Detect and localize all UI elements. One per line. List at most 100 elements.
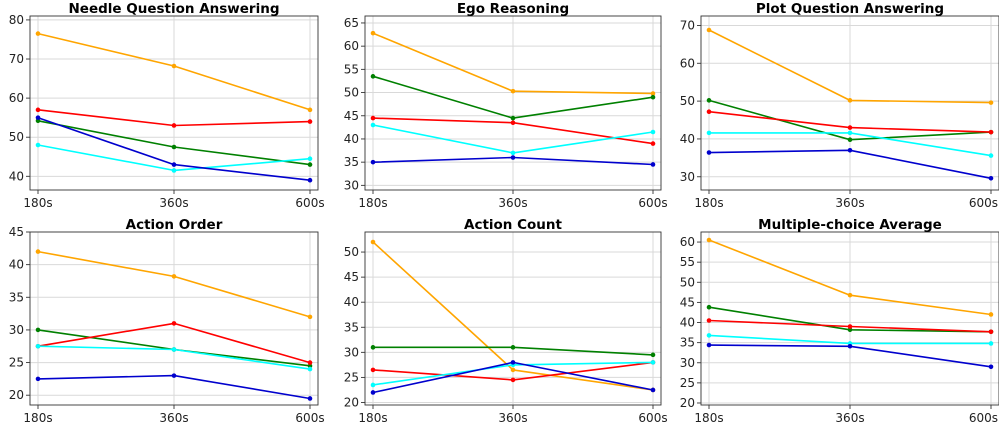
data-point [510, 155, 516, 160]
data-point [171, 321, 177, 326]
data-point [35, 142, 41, 148]
chart-title: Ego Reasoning [457, 1, 569, 17]
y-tick-label: 40 [9, 258, 24, 272]
chart-panel-5: 20 25 30 35 40 45 50 180s 360s 600s Action Count [344, 217, 668, 425]
data-point [35, 327, 41, 333]
y-tick-label: 35 [680, 336, 695, 350]
data-point [706, 98, 712, 103]
data-point [307, 314, 313, 320]
data-point [988, 153, 994, 158]
x-tick-label: 360s [159, 411, 188, 425]
y-tick-label: 30 [680, 356, 695, 370]
data-point [650, 352, 656, 358]
data-point [307, 396, 313, 401]
data-point [650, 141, 656, 146]
chart-title: Multiple-choice Average [758, 217, 942, 233]
x-tick-label: 600s [969, 411, 998, 425]
data-point [510, 367, 516, 373]
y-tick-label: 45 [680, 295, 695, 309]
data-point [706, 237, 712, 243]
data-point [307, 107, 313, 113]
x-tick-label: 360s [835, 196, 864, 210]
y-tick-label: 60 [344, 39, 359, 53]
x-tick-label: 600s [638, 411, 667, 425]
y-tick-label: 80 [9, 13, 24, 27]
y-tick-label: 30 [344, 345, 359, 359]
y-tick-label: 40 [344, 132, 359, 146]
data-point [650, 360, 656, 365]
data-point [370, 159, 376, 165]
y-tick-label: 20 [9, 388, 24, 402]
y-tick-label: 30 [344, 178, 359, 192]
data-point [706, 109, 712, 114]
plot-frame [700, 15, 999, 191]
y-tick-label: 35 [344, 320, 359, 334]
x-tick-label: 180s [23, 196, 52, 210]
data-point [35, 115, 41, 120]
data-point [510, 88, 516, 94]
plot-frame [29, 15, 319, 191]
y-tick-label: 45 [344, 109, 359, 123]
data-point [706, 27, 712, 33]
chart-title: Needle Question Answering [69, 1, 280, 17]
y-tick-label: 40 [344, 295, 359, 309]
y-tick-label: 55 [344, 62, 359, 76]
x-tick-label: 360s [159, 196, 188, 210]
data-point [650, 162, 656, 167]
data-point [706, 304, 712, 310]
data-point [35, 107, 41, 113]
data-point [847, 327, 853, 333]
x-tick-label: 600s [295, 196, 324, 210]
data-point [171, 373, 177, 378]
data-point [847, 147, 853, 153]
x-tick-label: 180s [694, 196, 723, 210]
x-tick-label: 180s [23, 411, 52, 425]
data-point [988, 312, 994, 317]
data-point [370, 382, 376, 388]
data-point [847, 130, 853, 136]
x-tick-label: 360s [835, 411, 864, 425]
chart-title: Action Count [464, 217, 563, 233]
chart-panel-6: 20 25 30 35 40 45 50 55 60 180s 360s 600s Multiple-c… [680, 217, 999, 425]
data-point [307, 366, 313, 372]
data-point [370, 239, 376, 245]
data-point [706, 150, 712, 155]
y-tick-label: 50 [9, 130, 24, 144]
y-tick-label: 25 [344, 370, 359, 384]
data-point [35, 376, 41, 382]
y-tick-label: 40 [9, 169, 24, 183]
y-tick-label: 45 [9, 225, 24, 239]
data-point [370, 30, 376, 36]
chart-panel-1: 40 50 60 70 80 180s 360s 600s Needle Question An… [9, 1, 325, 210]
y-tick-label: 40 [680, 316, 695, 330]
data-point [650, 91, 656, 96]
data-point [370, 115, 376, 121]
data-point [171, 274, 177, 279]
chart-panel-3: 30 40 50 60 70 180s 360s 600s Plot Question Answ… [680, 1, 999, 210]
data-point [510, 150, 516, 156]
y-tick-label: 40 [680, 132, 695, 146]
x-tick-label: 600s [969, 196, 998, 210]
data-point [510, 377, 516, 383]
data-point [706, 318, 712, 323]
y-tick-label: 55 [680, 255, 695, 269]
data-point [510, 115, 516, 121]
x-tick-label: 360s [498, 196, 527, 210]
data-point [988, 175, 994, 181]
x-tick-label: 180s [358, 196, 387, 210]
chart-title: Plot Question Answering [756, 1, 944, 17]
data-point [307, 177, 313, 183]
data-point [847, 292, 853, 298]
data-point [706, 130, 712, 136]
data-point [847, 324, 853, 329]
data-point [650, 94, 656, 100]
data-point [988, 129, 994, 135]
data-point [847, 137, 853, 142]
x-tick-label: 180s [694, 411, 723, 425]
y-tick-label: 60 [680, 56, 695, 70]
data-point [510, 360, 516, 365]
data-point [706, 333, 712, 338]
y-tick-label: 35 [9, 290, 24, 304]
y-tick-label: 35 [344, 155, 359, 169]
